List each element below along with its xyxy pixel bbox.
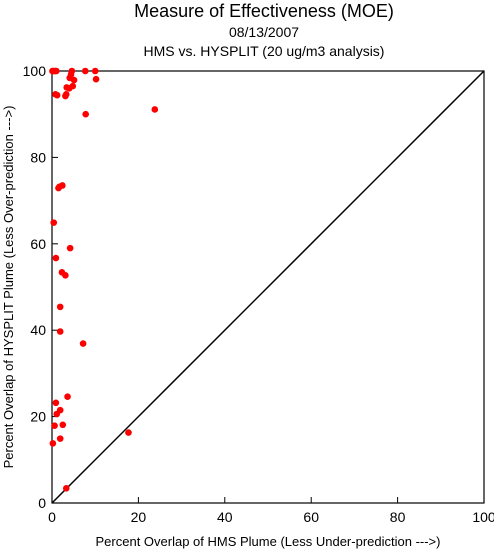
x-tick-label: 20: [131, 509, 147, 525]
data-point: [65, 84, 73, 92]
data-point: [70, 76, 78, 84]
data-point: [53, 67, 60, 75]
data-point: [64, 393, 71, 401]
x-tick-label: 80: [390, 509, 406, 525]
data-point: [56, 406, 64, 414]
chart-date: 08/13/2007: [229, 24, 299, 40]
data-point: [82, 110, 89, 118]
data-point: [52, 254, 60, 262]
data-point: [49, 440, 57, 447]
plot-frame: [51, 70, 485, 504]
y-axis-ticks: 0 20 40 60 80 100: [23, 63, 58, 511]
data-point: [66, 244, 74, 252]
data-points: [49, 67, 159, 492]
data-point: [92, 75, 100, 83]
y-tick-label: 80: [30, 149, 46, 165]
chart-title: Measure of Effectiveness (MOE): [134, 1, 394, 21]
data-point: [91, 67, 99, 75]
data-point: [50, 219, 58, 226]
y-tick-label: 0: [38, 495, 46, 511]
one-to-one-line: [51, 70, 485, 504]
data-point: [56, 435, 64, 442]
y-tick-label: 40: [30, 322, 46, 338]
x-tick-label: 0: [48, 509, 56, 525]
y-tick-label: 20: [30, 409, 46, 425]
data-point: [53, 91, 61, 99]
data-point: [56, 303, 64, 311]
x-tick-label: 40: [217, 509, 233, 525]
data-point: [62, 92, 69, 100]
data-point: [79, 340, 87, 347]
data-point: [52, 399, 60, 407]
x-axis-ticks: 0 20 40 60 80 100: [48, 497, 494, 525]
x-tick-label: 100: [472, 509, 494, 525]
data-point: [51, 422, 58, 429]
y-tick-label: 100: [23, 63, 47, 79]
data-point: [62, 485, 70, 492]
chart-subtitle: HMS vs. HYSPLIT (20 ug/m3 analysis): [144, 43, 385, 59]
x-axis-label: Percent Overlap of HMS Plume (Less Under…: [96, 534, 441, 549]
y-axis-label: Percent Overlap of HYSPLIT Plume (Less O…: [1, 106, 16, 469]
data-point: [59, 421, 67, 429]
x-tick-label: 60: [303, 509, 319, 525]
data-point: [125, 429, 132, 436]
data-point: [56, 328, 64, 335]
data-point: [55, 184, 62, 192]
data-point: [62, 272, 69, 279]
y-tick-label: 60: [30, 236, 46, 252]
data-point: [151, 106, 159, 113]
data-point: [81, 67, 89, 75]
